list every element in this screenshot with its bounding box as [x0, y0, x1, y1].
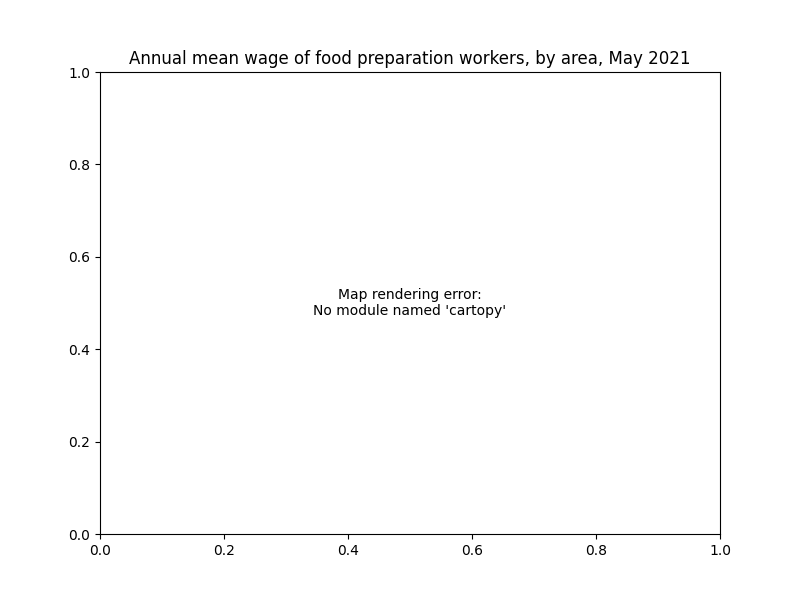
Text: Map rendering error:
No module named 'cartopy': Map rendering error: No module named 'ca… [314, 288, 506, 318]
Title: Annual mean wage of food preparation workers, by area, May 2021: Annual mean wage of food preparation wor… [130, 50, 690, 68]
